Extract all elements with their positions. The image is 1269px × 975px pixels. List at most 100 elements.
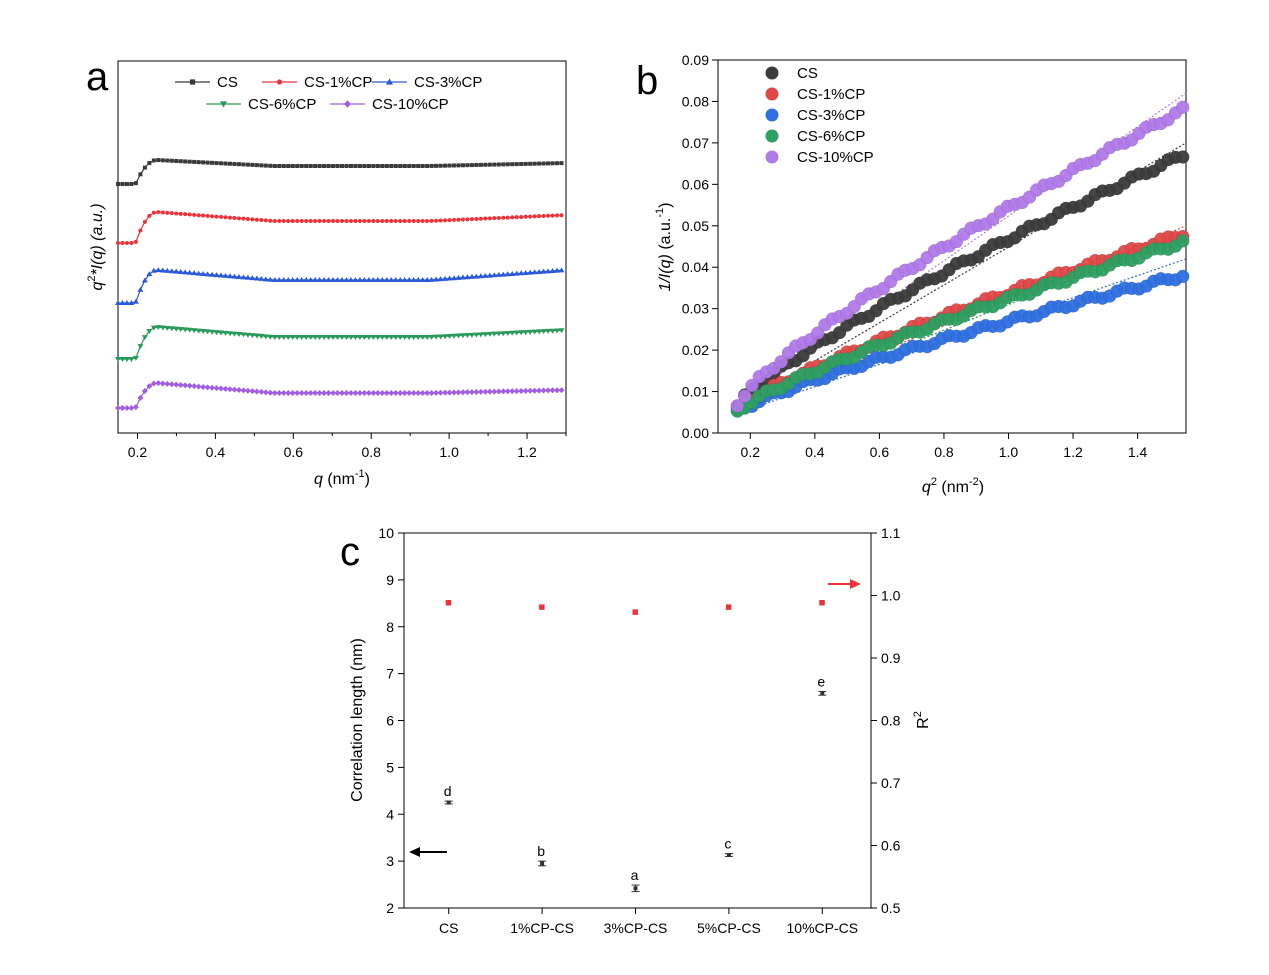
data-point <box>415 277 422 282</box>
data-point <box>213 330 220 336</box>
data-point <box>353 219 358 223</box>
data-point <box>424 390 431 396</box>
legend-item: CS-3%CP <box>372 74 482 91</box>
panel-c-points: d b a c e <box>444 600 827 893</box>
data-point <box>298 390 305 396</box>
x-tick-label: 1%CP-CS <box>510 920 574 936</box>
data-point <box>222 330 229 336</box>
data-point <box>401 277 408 282</box>
x-tick-label: 0.4 <box>805 444 825 460</box>
data-point <box>156 210 161 215</box>
legend-marker <box>765 87 779 101</box>
data-point <box>231 273 238 279</box>
right-tick-label: 0.6 <box>881 838 901 854</box>
data-point <box>313 219 318 223</box>
data-point <box>361 277 368 282</box>
data-point <box>504 388 511 395</box>
x-tick-label: 0.4 <box>206 444 226 460</box>
data-point <box>168 326 175 332</box>
panel-b-series <box>730 100 1190 418</box>
legend-item: CS-10%CP <box>330 96 449 113</box>
data-point <box>550 161 555 166</box>
data-point <box>546 161 551 166</box>
data-point <box>129 241 134 245</box>
legend-item: CS <box>765 65 818 82</box>
data-point <box>447 163 452 168</box>
data-point <box>392 390 399 396</box>
data-point <box>347 390 354 396</box>
data-point <box>268 218 273 223</box>
data-point <box>537 214 542 219</box>
data-point <box>745 378 759 393</box>
data-point <box>495 388 502 395</box>
data-point <box>509 330 516 336</box>
data-point <box>132 355 139 361</box>
data-point <box>406 335 413 340</box>
series-line <box>118 269 562 304</box>
data-point <box>164 380 171 387</box>
left-tick-label: 10 <box>378 525 394 541</box>
data-point <box>177 327 184 333</box>
data-point <box>219 161 224 166</box>
data-point <box>178 211 183 216</box>
data-point <box>137 286 144 292</box>
data-point <box>379 390 386 396</box>
data-point <box>438 218 443 223</box>
data-point <box>141 277 148 283</box>
data-point <box>447 218 452 223</box>
panel-b-x-label: q2 (nm-2) <box>922 476 984 496</box>
left-tick-label: 6 <box>386 713 394 729</box>
data-point <box>483 216 488 221</box>
panel-c-x-axis: CS 1%CP-CS 3%CP-CS 5%CP-CS 10%CP-CS <box>439 908 858 936</box>
legend-marker <box>219 101 228 108</box>
data-point <box>500 271 507 277</box>
data-point <box>518 330 525 336</box>
data-point <box>446 333 453 339</box>
data-point <box>1176 100 1190 114</box>
data-point <box>253 388 260 395</box>
data-point <box>402 164 407 168</box>
category-CS: d <box>444 600 453 805</box>
data-point <box>374 335 381 340</box>
data-point <box>416 164 421 168</box>
legend-label: CS-6%CP <box>248 96 316 113</box>
data-point <box>527 329 534 335</box>
data-point <box>473 332 480 338</box>
legend-label: CS-10%CP <box>372 96 449 113</box>
data-point <box>486 272 493 278</box>
panel-b-y-label-unit: (a.u. <box>657 218 674 254</box>
data-point <box>522 387 529 394</box>
data-point <box>317 164 322 168</box>
panel-b-x-label-close: ) <box>979 479 984 496</box>
significance-letter: b <box>537 843 545 859</box>
significance-letter: a <box>631 867 639 883</box>
data-point <box>474 162 479 167</box>
data-point <box>469 217 474 222</box>
data-point <box>451 275 457 281</box>
data-point <box>281 164 286 168</box>
data-point <box>411 219 416 223</box>
data-point <box>151 158 156 163</box>
data-point <box>433 334 440 340</box>
data-point <box>510 162 515 167</box>
data-point <box>428 334 435 340</box>
data-point <box>119 300 126 305</box>
data-point <box>340 164 344 168</box>
data-point <box>128 300 135 305</box>
data-point <box>398 219 403 223</box>
data-point <box>123 300 130 305</box>
left-tick-label: 4 <box>386 806 394 822</box>
data-point <box>774 355 788 369</box>
data-point <box>532 161 537 166</box>
data-point <box>419 277 426 282</box>
data-point <box>228 215 232 220</box>
data-point <box>192 212 197 217</box>
data-point <box>531 269 538 275</box>
data-point <box>352 390 359 396</box>
data-point <box>389 219 394 223</box>
data-point <box>209 384 216 391</box>
x-tick-label: 1.2 <box>1063 444 1083 460</box>
data-point <box>380 164 385 168</box>
data-point <box>428 276 435 282</box>
legend-label: CS-6%CP <box>797 128 865 145</box>
